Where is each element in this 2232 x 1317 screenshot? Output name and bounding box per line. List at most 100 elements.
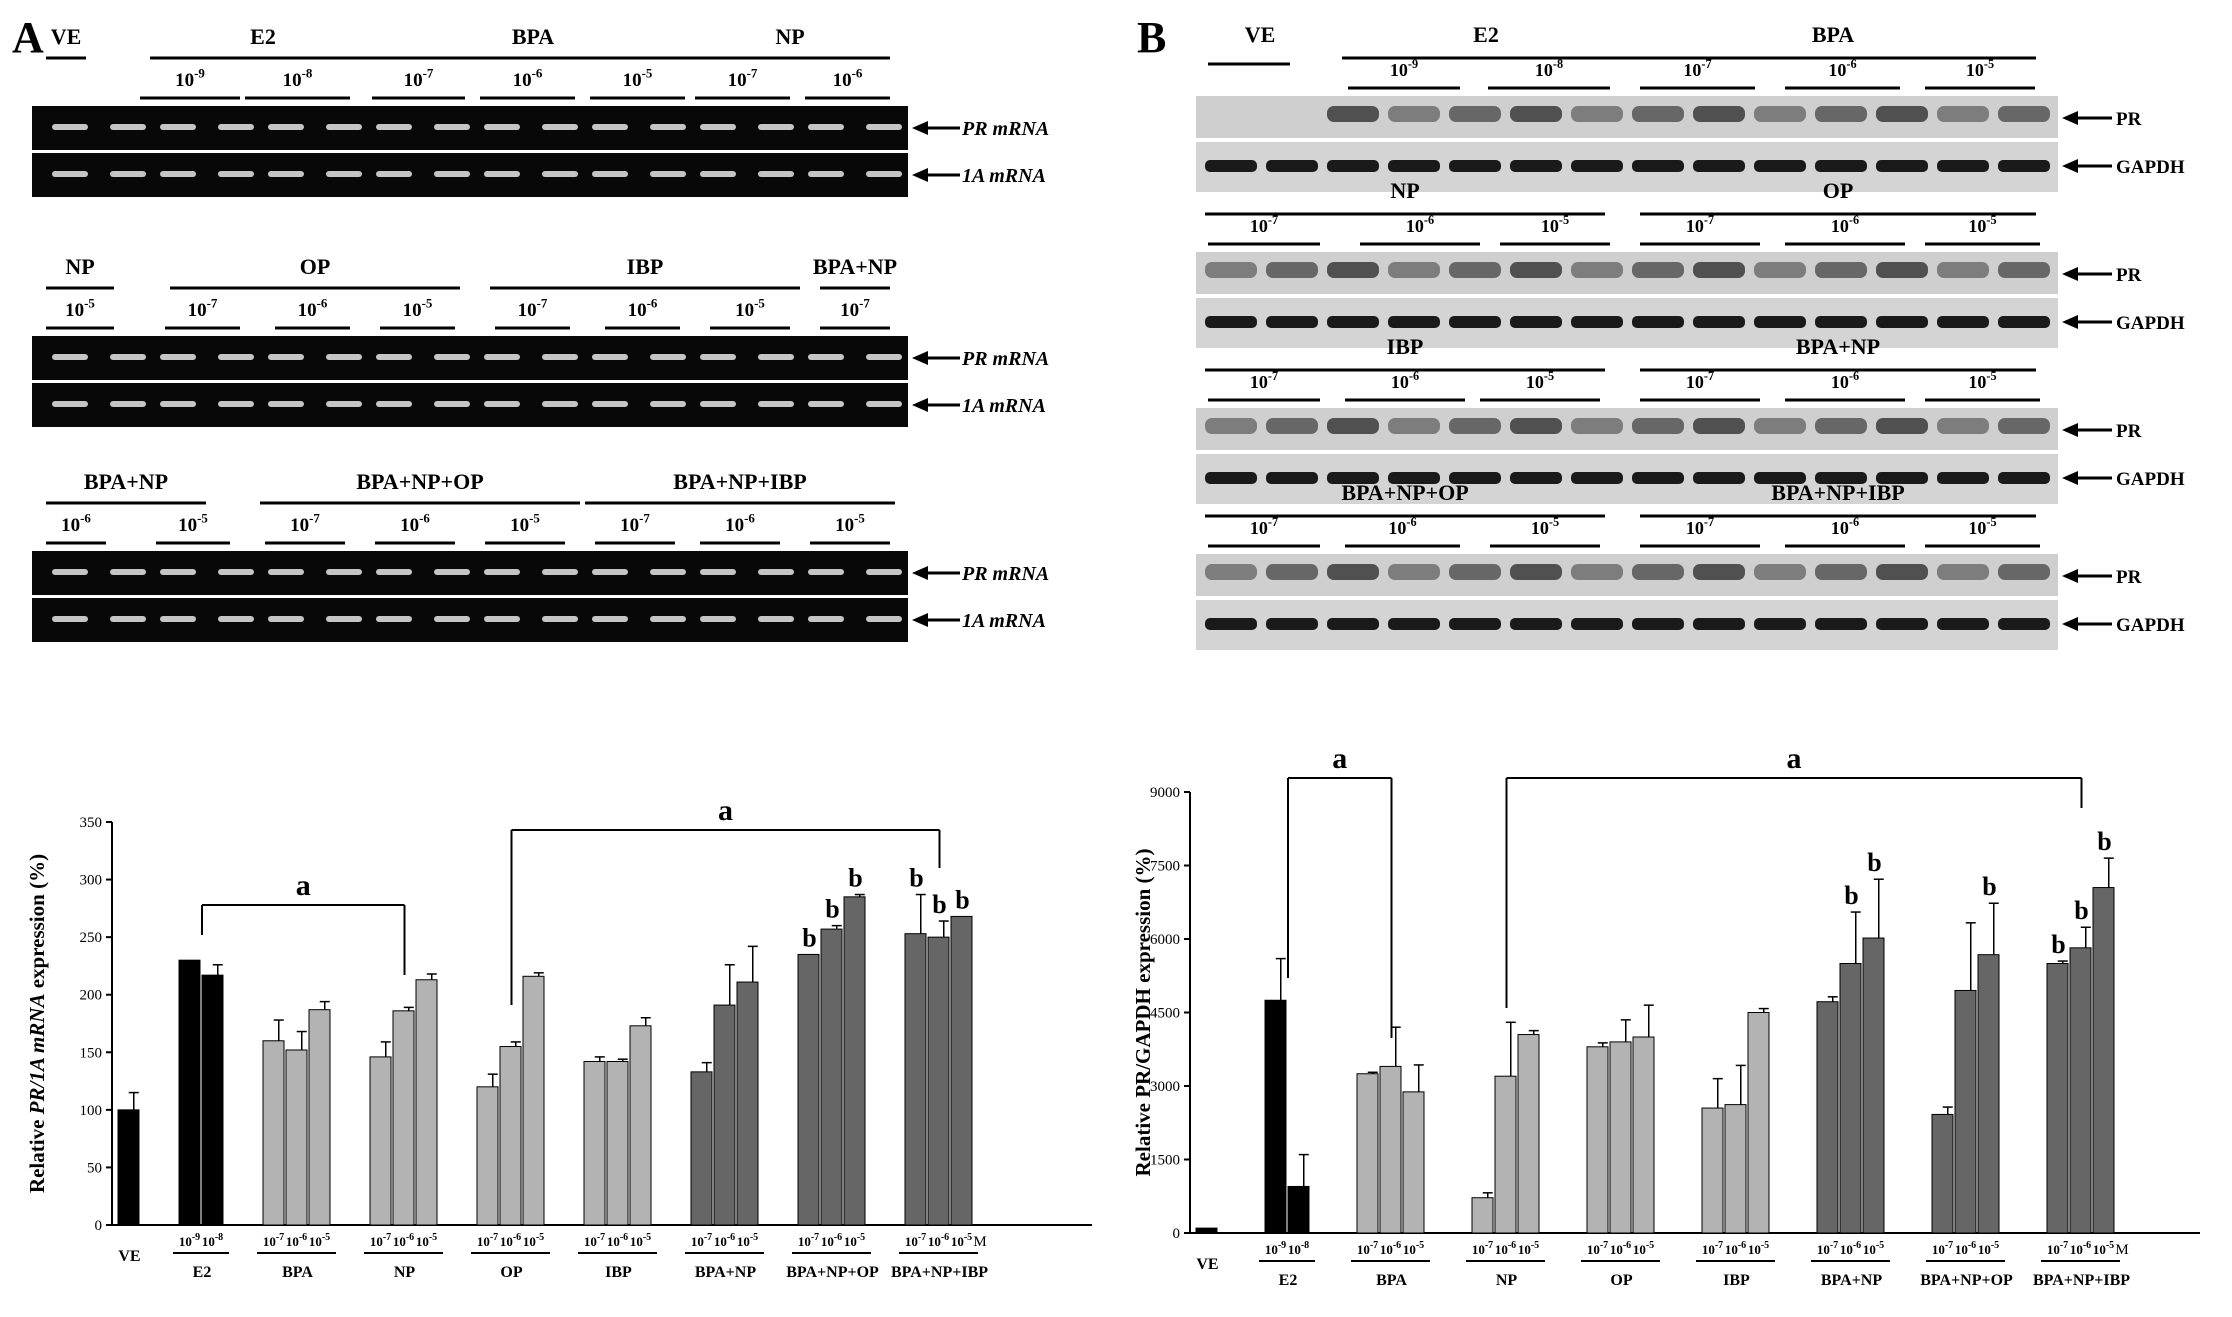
treatment-header: IBP [1387,334,1424,359]
bar-dose-label: 10-7 [2047,1240,2068,1257]
significance-label: b [825,895,839,924]
bracket-label: a [1332,742,1347,775]
gel-band [758,401,794,407]
dose-label: 10-9 [1390,57,1418,80]
gel-band [376,569,412,575]
y-tick-label: 4500 [1150,1006,1180,1022]
y-tick-label: 350 [80,815,103,831]
significance-label: b [848,864,862,893]
bracket-label: a [296,869,311,902]
bar-dose-label: 10-6 [607,1232,628,1249]
gel-arrow [912,566,960,580]
blot-strip [1196,454,2058,504]
gel-band [542,354,578,360]
arrow-head [2062,315,2078,329]
gel-band [434,124,470,130]
gel-band [326,401,362,407]
bar-dose-label: 10-6 [1380,1240,1401,1257]
bar [369,1056,392,1226]
group-label: E2 [193,1264,212,1281]
y-tick-label: 9000 [1150,785,1180,801]
blot-band [1998,564,2050,580]
bar-dose-label: 10-6 [286,1232,307,1249]
gel-band [52,401,88,407]
blot-band [1388,316,1440,328]
gel-band [376,401,412,407]
blot-band [1998,316,2050,328]
blot-band [1937,564,1989,580]
gel-band [218,569,254,575]
blot-band [1571,316,1623,328]
blot-band [1571,564,1623,580]
gel-band [376,171,412,177]
group-label: OP [1610,1272,1632,1289]
gel-band [650,401,686,407]
bar [1287,1185,1310,1234]
blot-band [1266,262,1318,278]
blot-band [1510,262,1562,278]
dose-label: 10-5 [178,510,208,536]
gel-arrow [912,168,960,182]
blot-band [1510,316,1562,328]
blot-band [1571,106,1623,122]
dose-label: 10-6 [1828,57,1856,80]
treatment-header: BPA+NP [84,469,168,494]
dose-label: 10-6 [833,65,863,91]
dose-label: 10-5 [1526,369,1554,392]
gel-band [434,569,470,575]
y-tick-label: 0 [95,1218,103,1234]
arrow-head [2062,423,2078,437]
significance-label: b [2074,896,2088,925]
gel-band-label: PR mRNA [961,118,1049,140]
dose-label: 10-6 [61,510,91,536]
bar-dose-label: 10-5 [1978,1240,1999,1257]
blot-band [1266,472,1318,484]
bar [1379,1065,1402,1234]
blot-band [1205,564,1257,580]
dose-label: 10-5 [403,295,433,321]
gel-band [700,354,736,360]
blot-band [1205,418,1257,434]
dose-label: 10-6 [628,295,658,321]
blot-band [1205,262,1257,278]
gel-band [866,569,902,575]
treatment-header: NP [1390,178,1419,203]
bar-dose-label: 10-6 [1725,1240,1746,1257]
gel-band [542,124,578,130]
gel-band [160,171,196,177]
blot-band [1693,262,1745,278]
group-label: BPA+NP [695,1264,756,1281]
bar-dose-label: 10-6 [821,1232,842,1249]
bar [1747,1012,1770,1234]
treatment-header: BPA+NP+IBP [1771,480,1904,505]
y-tick-label: 300 [80,873,103,889]
gel-band [592,616,628,622]
blot-band [1571,160,1623,172]
blot-band [1876,618,1928,630]
y-tick-label: 100 [80,1103,103,1119]
bar-dose-label: 10-7 [584,1232,605,1249]
gel-band [808,354,844,360]
blot-band [1754,316,1806,328]
bar [950,915,973,1226]
blot-arrow [2062,423,2112,437]
blot-band [1937,418,1989,434]
blot-band [1632,472,1684,484]
bar [178,959,201,1226]
dose-label: 10-5 [1968,515,1996,538]
bar-dose-label: 10-6 [500,1232,521,1249]
blot-band [1876,106,1928,122]
blot-band [1388,160,1440,172]
dose-label: 10-7 [1686,213,1714,236]
dose-label: 10-5 [1966,57,1994,80]
gel-band [758,171,794,177]
dose-label: 10-7 [1250,515,1278,538]
gel-band [160,401,196,407]
treatment-header: VE [51,24,82,49]
bar [736,981,759,1226]
blot-block: NP OP 10-7 10-6 10-5 10-7 10-6 10-5 PR GAPDH [1196,178,2185,348]
bar [1356,1073,1379,1234]
bar [690,1071,713,1226]
gel-band [758,124,794,130]
